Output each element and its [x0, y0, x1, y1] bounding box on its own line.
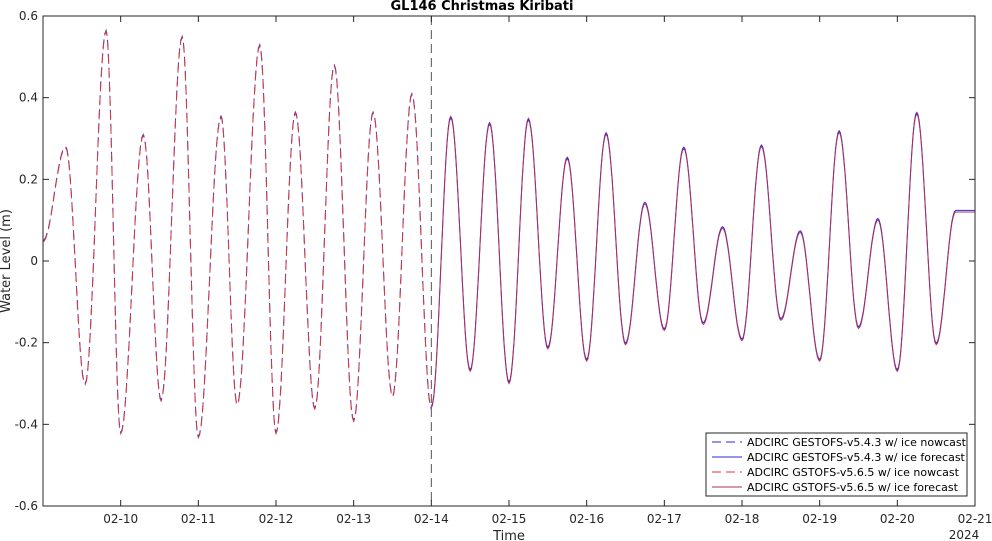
- y-tick-label: 0.6: [19, 9, 38, 23]
- legend-label: ADCIRC GESTOFS-v5.4.3 w/ ice nowcast: [747, 436, 967, 449]
- x-tick-label: 02-21: [958, 512, 992, 526]
- y-tick-label: -0.2: [15, 336, 38, 350]
- x-tick-label: 02-17: [647, 512, 682, 526]
- legend-box: [705, 432, 968, 497]
- chart-title: GL146 Christmas Kiribati: [391, 0, 574, 14]
- x-tick-label: 02-11: [181, 512, 216, 526]
- x-tick-label: 02-18: [725, 512, 760, 526]
- x-tick-label: 02-15: [492, 512, 527, 526]
- legend-label: ADCIRC GSTOFS-v5.6.5 w/ ice forecast: [747, 481, 959, 494]
- x-axis-label: Time: [492, 529, 525, 541]
- legend: ADCIRC GESTOFS-v5.4.3 w/ ice nowcast ADCI…: [705, 432, 968, 497]
- y-tick-label: -0.4: [15, 417, 38, 431]
- y-axis-label: Water Level (m): [0, 209, 14, 313]
- year-label: 2024: [949, 528, 980, 541]
- y-tick-label: 0: [30, 254, 38, 268]
- x-tick-label: 02-19: [802, 512, 837, 526]
- x-tick-label: 02-20: [880, 512, 915, 526]
- tick-layer: 02-10 02-11 02-12 02-13 02-14 02-15 02-16 02-17…: [15, 9, 992, 526]
- y-tick-label: 0.2: [19, 172, 38, 186]
- legend-label: ADCIRC GSTOFS-v5.6.5 w/ ice nowcast: [747, 466, 960, 479]
- series-line-4: [430, 112, 975, 409]
- y-tick-label: -0.6: [15, 499, 38, 513]
- x-tick-label: 02-10: [103, 512, 138, 526]
- x-tick-label: 02-13: [336, 512, 371, 526]
- x-tick-label: 02-16: [569, 512, 604, 526]
- series-line-3: [42, 29, 432, 440]
- x-tick-label: 02-14: [414, 512, 449, 526]
- x-tick-label: 02-12: [259, 512, 294, 526]
- y-tick-label: 0.4: [19, 91, 38, 105]
- series-layer: [42, 28, 975, 440]
- legend-label: ADCIRC GESTOFS-v5.4.3 w/ ice forecast: [747, 451, 966, 464]
